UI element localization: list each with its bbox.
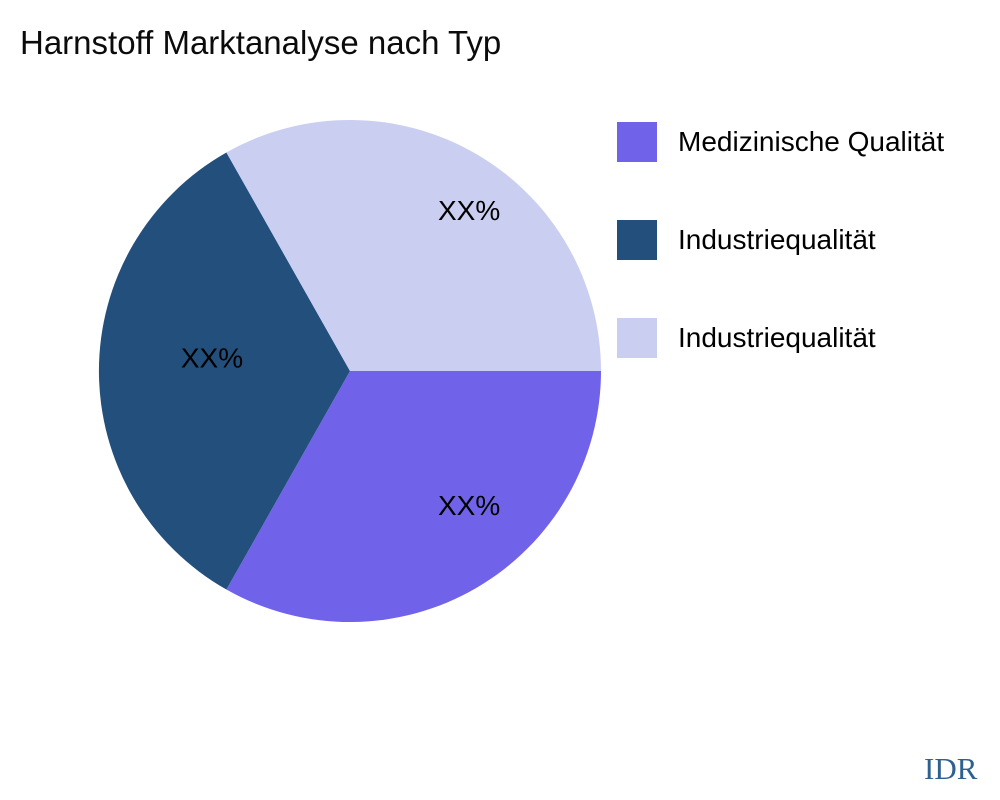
pie-slice	[98, 152, 350, 590]
legend-item: Medizinische Qualität	[617, 122, 944, 162]
slice-pct-label: XX%	[438, 490, 500, 521]
legend-swatch	[617, 220, 657, 260]
pie-slice	[226, 119, 601, 372]
pie-slice	[226, 371, 601, 623]
watermark: IDR	[924, 751, 978, 786]
legend-label: Medizinische Qualität	[678, 126, 945, 157]
legend-item: Industriequalität	[617, 318, 944, 358]
legend-label: Industriequalität	[678, 322, 876, 353]
chart-title: Harnstoff Marktanalyse nach Typ	[20, 24, 502, 61]
slice-pct-label: XX%	[181, 343, 243, 374]
legend: Medizinische Qualität Industriequalität In…	[617, 122, 944, 358]
legend-label: Industriequalität	[678, 224, 876, 255]
legend-item: Industriequalität	[617, 220, 944, 260]
legend-swatch	[617, 318, 657, 358]
legend-swatch	[617, 122, 657, 162]
slice-pct-label: XX%	[438, 195, 500, 226]
